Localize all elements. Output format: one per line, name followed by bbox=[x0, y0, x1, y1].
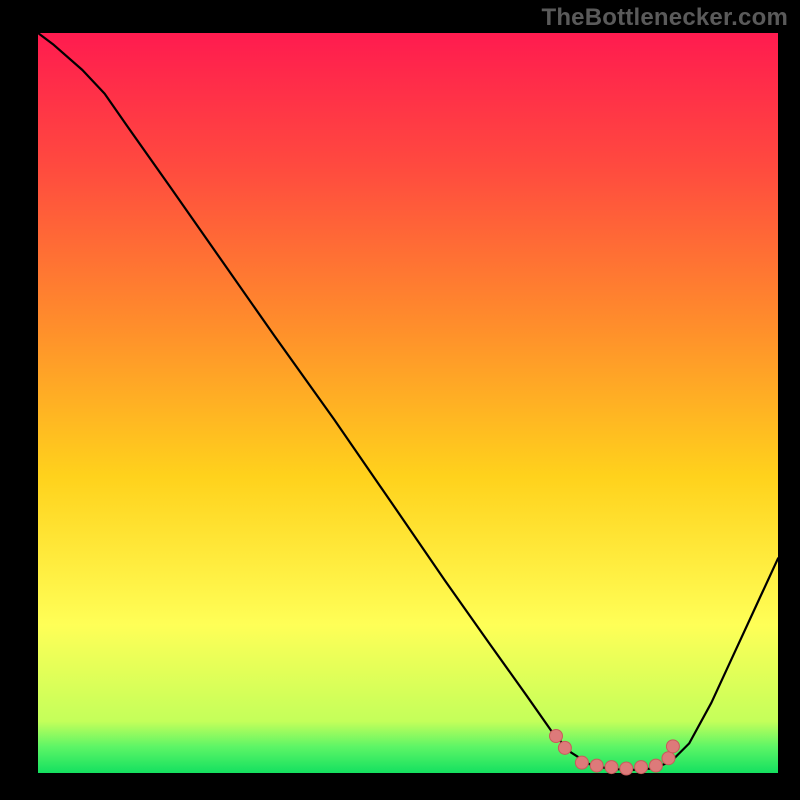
marker-dot bbox=[550, 730, 563, 743]
plot-background bbox=[38, 33, 778, 773]
marker-dot bbox=[558, 741, 571, 754]
marker-dot bbox=[649, 759, 662, 772]
chart-container: TheBottlenecker.com bbox=[0, 0, 800, 800]
marker-dot bbox=[575, 756, 588, 769]
watermark-text: TheBottlenecker.com bbox=[541, 4, 788, 32]
marker-dot bbox=[590, 759, 603, 772]
marker-dot bbox=[620, 762, 633, 775]
marker-dot bbox=[605, 761, 618, 774]
marker-dot bbox=[662, 752, 675, 765]
marker-dot bbox=[635, 761, 648, 774]
marker-dot bbox=[666, 740, 679, 753]
bottleneck-curve-chart bbox=[0, 0, 800, 800]
